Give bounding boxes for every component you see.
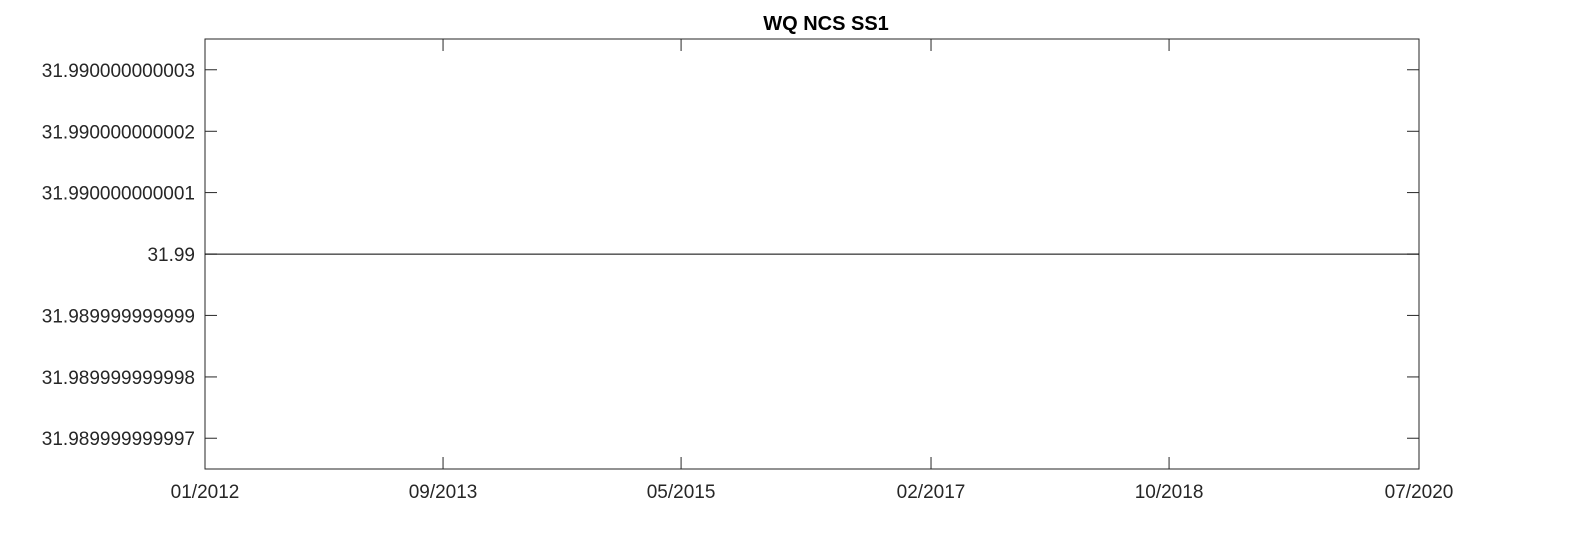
y-tick-label: 31.989999999997	[42, 429, 195, 450]
x-tick-label: 02/2017	[897, 482, 966, 503]
x-tick-label: 10/2018	[1135, 482, 1204, 503]
y-tick-label: 31.990000000001	[42, 184, 195, 205]
plot-area: 01/2012 09/2013 05/2015 02/2017 10/2018 07/20…	[42, 38, 1454, 503]
x-tick-label: 09/2013	[409, 482, 478, 503]
y-tick-label: 31.989999999998	[42, 368, 195, 389]
y-tick-label: 31.99	[147, 245, 195, 266]
y-tick-label: 31.990000000002	[42, 122, 195, 143]
x-tick-label: 01/2012	[171, 482, 240, 503]
x-tick-label: 05/2015	[647, 482, 716, 503]
x-tick-label: 07/2020	[1385, 482, 1454, 503]
y-tick-label: 31.990000000003	[42, 61, 195, 82]
y-tick-label: 31.989999999999	[42, 306, 195, 327]
chart-title: WQ NCS SS1	[763, 13, 889, 35]
